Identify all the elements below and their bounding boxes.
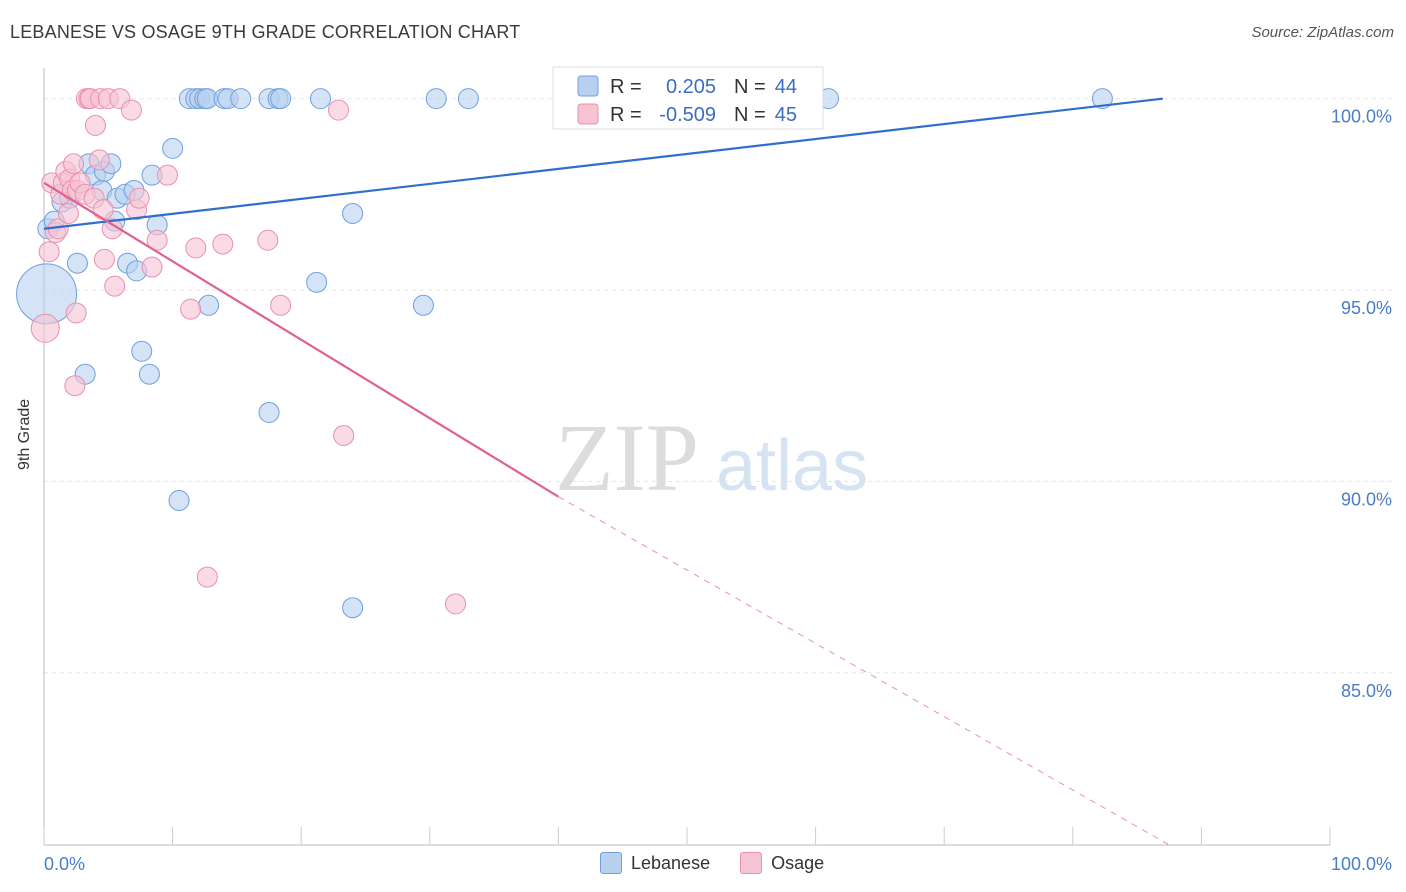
data-point <box>93 248 115 270</box>
data-point <box>168 490 190 512</box>
data-point <box>92 199 114 221</box>
data-point <box>162 137 184 159</box>
data-point <box>65 302 87 324</box>
series-lebanese <box>16 88 1113 619</box>
data-point <box>57 202 79 224</box>
data-point <box>258 401 280 423</box>
data-point <box>104 275 126 297</box>
data-point <box>342 202 364 224</box>
data-point <box>128 187 150 209</box>
stats-r-value: 0.205 <box>666 76 716 98</box>
data-point <box>146 229 168 251</box>
data-point <box>66 252 88 274</box>
data-point <box>342 597 364 619</box>
y-tick-label: 95.0% <box>1341 298 1392 318</box>
watermark-atlas: atlas <box>716 426 868 506</box>
data-point <box>306 271 328 293</box>
data-point <box>212 233 234 255</box>
data-point <box>230 88 252 110</box>
data-point <box>38 241 60 263</box>
stats-legend: R = 0.205 N = 44 R = -0.509 N = 45 <box>552 66 824 130</box>
stats-n-value: 44 <box>775 76 797 98</box>
data-point <box>445 593 467 615</box>
lebanese-trend-line <box>43 97 1163 230</box>
data-point <box>30 313 60 343</box>
stats-r-label: R = <box>610 104 642 126</box>
lebanese-legend-label: Lebanese <box>631 852 711 873</box>
data-point <box>309 88 331 110</box>
chart-title: LEBANESE VS OSAGE 9TH GRADE CORRELATION … <box>10 22 521 42</box>
data-point <box>327 99 349 121</box>
stats-r-value: -0.509 <box>659 104 716 126</box>
stats-r-label: R = <box>610 76 642 98</box>
series-osage <box>30 88 467 615</box>
y-tick-label: 85.0% <box>1341 681 1392 701</box>
bottom-legend-osage[interactable]: Osage <box>740 852 824 874</box>
data-point <box>180 298 202 320</box>
osage-trend-extension <box>558 496 1170 846</box>
x-tick-label: 100.0% <box>1331 854 1392 874</box>
data-point <box>412 294 434 316</box>
bottom-legend-lebanese[interactable]: Lebanese <box>600 852 710 874</box>
data-point <box>333 424 355 446</box>
bottom-legend: Lebanese Osage <box>600 852 824 874</box>
data-point <box>141 256 163 278</box>
stats-n-label: N = <box>734 104 766 126</box>
data-point <box>196 566 218 588</box>
lebanese-swatch <box>600 852 622 874</box>
data-point <box>198 294 220 316</box>
watermark-zip: ZIP <box>555 404 699 511</box>
data-point <box>64 375 86 397</box>
chart-source: Source: ZipAtlas.com <box>1251 24 1394 41</box>
data-point <box>101 218 123 240</box>
osage-swatch <box>740 852 763 874</box>
data-point <box>63 153 85 175</box>
data-point <box>270 294 292 316</box>
osage-trend-line <box>43 181 559 498</box>
data-point <box>156 164 178 186</box>
data-point <box>257 229 279 251</box>
data-point <box>84 114 106 136</box>
stats-n-label: N = <box>734 76 766 98</box>
data-point <box>138 363 160 385</box>
stats-n-value: 45 <box>775 104 797 126</box>
data-point <box>120 99 142 121</box>
x-tick-label: 0.0% <box>44 854 85 874</box>
stats-legend-swatch <box>577 103 599 125</box>
data-point <box>270 88 292 110</box>
y-tick-label: 90.0% <box>1341 489 1392 509</box>
data-point <box>131 340 153 362</box>
y-tick-label: 100.0% <box>1331 107 1392 127</box>
data-point <box>185 237 207 259</box>
data-point <box>88 149 110 171</box>
data-point <box>1091 88 1113 110</box>
stats-legend-swatch <box>577 75 599 97</box>
data-point <box>425 88 447 110</box>
osage-legend-label: Osage <box>771 852 825 873</box>
data-point <box>457 88 479 110</box>
